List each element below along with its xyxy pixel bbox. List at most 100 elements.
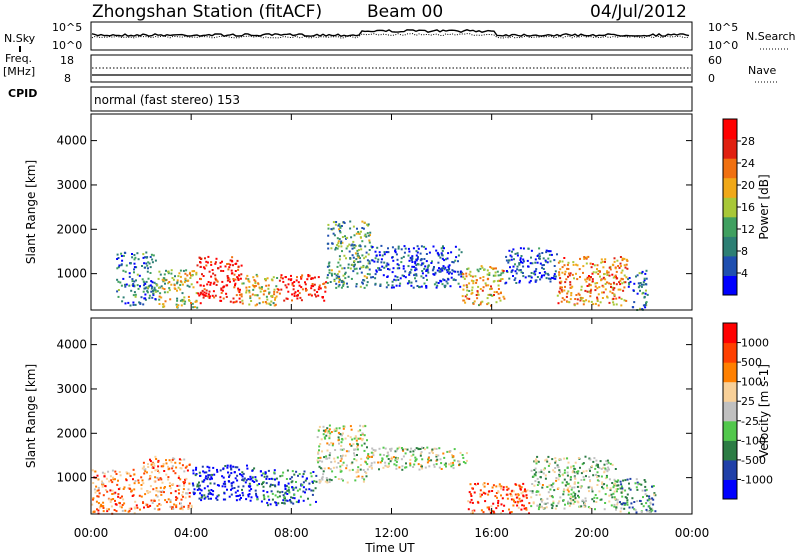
colorbar-swatch <box>723 401 737 422</box>
data-pixel <box>493 294 495 296</box>
data-pixel <box>582 271 584 274</box>
data-pixel <box>207 281 210 283</box>
data-pixel <box>157 490 160 493</box>
data-pixel <box>153 286 156 289</box>
data-pixel <box>143 284 145 287</box>
data-pixel <box>198 484 201 487</box>
data-pixel <box>635 478 638 481</box>
data-pixel <box>114 470 117 473</box>
data-pixel <box>271 484 274 486</box>
data-pixel <box>184 279 187 282</box>
data-pixel <box>184 300 187 303</box>
data-pixel <box>170 272 173 275</box>
data-pixel <box>251 284 254 287</box>
data-pixel <box>356 443 359 446</box>
data-pixel <box>165 501 168 504</box>
data-pixel <box>276 496 279 499</box>
data-pixel <box>648 505 651 508</box>
data-pixel <box>350 236 353 239</box>
data-pixel <box>153 289 156 292</box>
data-pixel <box>375 269 378 272</box>
data-pixel <box>409 256 412 259</box>
data-pixel <box>172 508 175 510</box>
data-pixel <box>529 490 532 492</box>
data-pixel <box>222 270 225 272</box>
data-pixel <box>344 454 347 457</box>
data-pixel <box>492 274 495 277</box>
data-pixel <box>451 454 453 457</box>
data-pixel <box>229 465 232 468</box>
data-pixel <box>208 466 211 469</box>
data-pixel <box>604 493 607 496</box>
data-pixel <box>447 265 450 268</box>
data-pixel <box>417 263 420 266</box>
data-pixel <box>648 511 651 513</box>
data-pixel <box>330 441 333 444</box>
data-pixel <box>229 300 232 303</box>
x-tick-label: 16:00 <box>474 526 509 540</box>
data-pixel <box>527 247 530 250</box>
data-pixel <box>425 274 428 277</box>
data-pixel <box>169 499 172 502</box>
data-pixel <box>486 506 489 509</box>
data-pixel <box>249 478 252 481</box>
data-pixel <box>552 500 555 503</box>
data-pixel <box>117 479 119 482</box>
data-pixel <box>224 485 227 488</box>
data-pixel <box>271 498 274 501</box>
data-pixel <box>612 276 615 279</box>
data-pixel <box>183 484 185 487</box>
data-pixel <box>516 252 519 255</box>
data-pixel <box>642 283 645 286</box>
data-pixel <box>475 279 478 282</box>
data-pixel <box>366 259 369 262</box>
data-pixel <box>183 302 186 305</box>
data-pixel <box>554 275 557 278</box>
data-pixel <box>611 286 614 289</box>
data-pixel <box>577 494 579 497</box>
data-pixel <box>457 460 459 463</box>
data-pixel <box>350 444 353 447</box>
data-pixel <box>645 508 648 511</box>
data-pixel <box>497 502 500 504</box>
data-pixel <box>534 270 537 273</box>
data-pixel <box>637 483 640 486</box>
data-pixel <box>232 279 235 282</box>
data-pixel <box>553 259 556 262</box>
data-pixel <box>593 496 596 499</box>
data-pixel <box>426 461 429 464</box>
data-pixel <box>123 486 126 489</box>
data-pixel <box>629 477 632 480</box>
data-pixel <box>134 480 137 482</box>
data-pixel <box>538 482 541 485</box>
data-pixel <box>437 253 440 256</box>
data-pixel <box>399 277 402 280</box>
data-pixel <box>465 275 468 278</box>
colorbar-swatch <box>723 362 737 383</box>
data-pixel <box>165 473 168 476</box>
data-pixel <box>267 469 270 472</box>
data-pixel <box>273 293 276 296</box>
data-pixel <box>610 504 613 507</box>
data-pixel <box>412 466 415 468</box>
data-pixel <box>394 279 397 282</box>
data-pixel <box>252 276 255 279</box>
data-pixel <box>177 275 180 278</box>
data-pixel <box>128 509 131 512</box>
data-pixel <box>254 294 257 297</box>
data-pixel <box>542 507 545 509</box>
data-pixel <box>533 473 536 476</box>
data-pixel <box>358 232 360 235</box>
colorbar-swatch <box>723 323 737 344</box>
data-pixel <box>572 495 574 498</box>
data-pixel <box>512 248 515 251</box>
data-pixel <box>359 434 362 436</box>
data-pixel <box>646 494 648 497</box>
data-pixel <box>345 464 348 467</box>
data-pixel <box>518 263 521 266</box>
data-pixel <box>292 288 295 291</box>
data-pixel <box>370 464 373 467</box>
data-pixel <box>245 479 248 482</box>
data-pixel <box>469 270 472 273</box>
data-pixel <box>620 491 623 494</box>
